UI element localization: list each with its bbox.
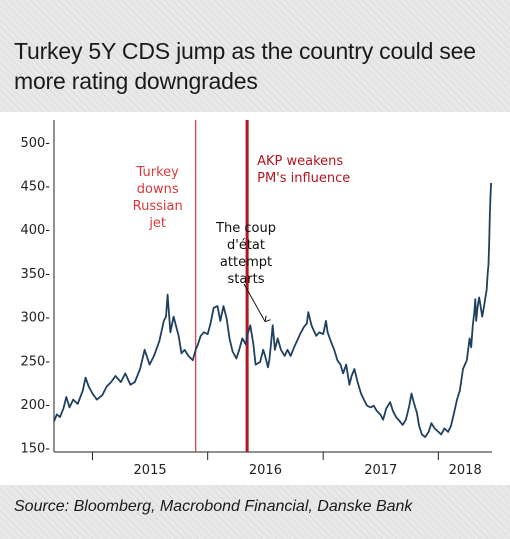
title-band: Turkey 5Y CDS jump as the country could … [0, 0, 510, 112]
annotation-coup: starts [227, 272, 264, 287]
x-tick-label: 2016 [249, 463, 282, 478]
source-band: Source: Bloomberg, Macrobond Financial, … [0, 485, 510, 539]
x-tick-label: 2017 [364, 463, 397, 478]
annotation-coup: attempt [220, 255, 272, 270]
event-label-akp: AKP weakens [257, 154, 343, 169]
source-note: Source: Bloomberg, Macrobond Financial, … [14, 498, 413, 515]
chart-background [0, 112, 510, 485]
chart-svg: 150- 200- 250- 300- 350- 400- 450- 500- 2015 2016… [0, 112, 510, 485]
annotation-coup: The coup [215, 221, 276, 236]
annotation-arrow-head [264, 315, 271, 323]
cds-series-line [53, 182, 492, 438]
y-tick-label: 450- [20, 180, 50, 195]
event-label-russian-jet: jet [148, 216, 166, 231]
y-tick-label: 250- [20, 354, 50, 369]
y-tick-label: 300- [20, 311, 50, 326]
y-tick-label: 350- [20, 267, 50, 282]
event-label-russian-jet: downs [137, 182, 179, 197]
x-tick-label: 2018 [449, 463, 482, 478]
event-label-russian-jet: Russian [133, 199, 183, 214]
y-tick-label: 500- [20, 136, 50, 151]
y-tick-label: 400- [20, 223, 50, 238]
chart-area: 150- 200- 250- 300- 350- 400- 450- 500- 2015 2016… [0, 112, 510, 485]
annotation-arrow-shaft [243, 283, 266, 322]
y-tick-label: 200- [20, 398, 50, 413]
chart-title: Turkey 5Y CDS jump as the country could … [14, 38, 476, 94]
x-tick-label: 2015 [134, 463, 167, 478]
annotation-coup: d'état [227, 238, 265, 253]
event-label-russian-jet: Turkey [136, 165, 180, 180]
event-label-akp: PM's influence [257, 171, 350, 186]
y-tick-label: 150- [20, 442, 50, 457]
